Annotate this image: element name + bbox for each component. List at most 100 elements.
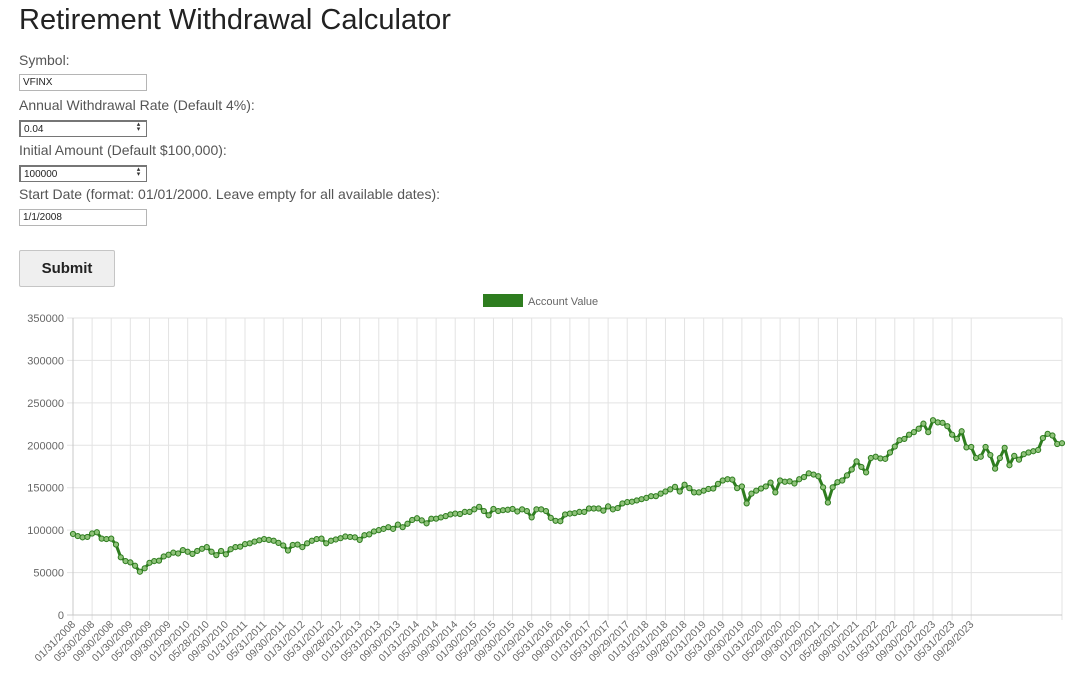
stepper-arrows-icon[interactable]: ▴ ▾ <box>136 166 141 178</box>
data-point[interactable] <box>1035 446 1042 454</box>
data-point[interactable] <box>843 472 851 479</box>
data-point[interactable] <box>791 480 798 487</box>
data-point[interactable] <box>175 550 182 557</box>
data-point[interactable] <box>399 524 406 531</box>
data-point[interactable] <box>208 548 215 555</box>
data-point[interactable] <box>351 534 358 541</box>
data-point[interactable] <box>743 500 750 507</box>
data-point[interactable] <box>222 551 229 558</box>
initial-amount-input[interactable] <box>19 165 147 182</box>
data-point[interactable] <box>284 547 292 554</box>
data-point[interactable] <box>136 568 143 575</box>
data-point[interactable] <box>108 535 115 542</box>
data-point[interactable] <box>1001 444 1008 451</box>
data-point[interactable] <box>418 517 425 524</box>
data-point[interactable] <box>366 531 373 538</box>
data-point[interactable] <box>523 507 530 515</box>
data-point[interactable] <box>863 469 870 476</box>
stepper-arrows-icon[interactable]: ▴ ▾ <box>136 121 141 133</box>
data-point[interactable] <box>84 533 91 541</box>
data-point[interactable] <box>681 481 688 488</box>
data-point[interactable] <box>471 506 478 513</box>
data-point[interactable] <box>901 435 908 443</box>
data-point[interactable] <box>652 493 659 500</box>
data-point[interactable] <box>815 473 822 480</box>
data-point[interactable] <box>423 520 430 527</box>
data-point[interactable] <box>829 484 836 491</box>
data-point[interactable] <box>218 547 225 555</box>
data-point[interactable] <box>542 507 550 515</box>
data-point[interactable] <box>547 514 554 521</box>
data-point[interactable] <box>93 529 100 536</box>
data-point[interactable] <box>710 485 717 492</box>
data-point[interactable] <box>299 544 306 551</box>
data-point[interactable] <box>886 449 894 456</box>
data-point[interactable] <box>977 453 984 460</box>
data-point[interactable] <box>127 559 134 566</box>
data-point[interactable] <box>772 489 779 496</box>
data-point[interactable] <box>858 463 865 471</box>
data-point[interactable] <box>920 420 927 427</box>
data-point[interactable] <box>1006 462 1013 469</box>
data-point[interactable] <box>117 554 124 561</box>
data-point[interactable] <box>800 474 808 481</box>
data-point[interactable] <box>1015 456 1023 463</box>
data-point[interactable] <box>729 476 736 483</box>
data-point[interactable] <box>237 543 244 550</box>
data-point[interactable] <box>132 562 139 569</box>
data-point[interactable] <box>992 465 999 472</box>
data-point[interactable] <box>848 466 855 473</box>
data-point[interactable] <box>925 429 932 436</box>
withdrawal-rate-input[interactable] <box>19 120 147 137</box>
data-point[interactable] <box>390 525 397 532</box>
data-point[interactable] <box>996 454 1003 462</box>
data-point[interactable] <box>280 542 287 549</box>
data-point[interactable] <box>944 423 951 430</box>
data-point[interactable] <box>676 488 683 495</box>
data-point[interactable] <box>968 443 975 451</box>
data-point[interactable] <box>557 518 564 525</box>
data-point[interactable] <box>1039 434 1046 442</box>
data-point[interactable] <box>839 477 846 484</box>
data-point[interactable] <box>112 541 120 548</box>
data-point[interactable] <box>738 483 745 490</box>
data-point[interactable] <box>762 483 769 490</box>
data-point[interactable] <box>767 479 774 486</box>
data-point[interactable] <box>509 505 516 513</box>
data-point[interactable] <box>600 507 607 514</box>
submit-button[interactable]: Submit <box>19 250 115 287</box>
data-point[interactable] <box>1011 452 1018 459</box>
data-point[interactable] <box>213 552 220 559</box>
data-point[interactable] <box>304 540 311 547</box>
data-point[interactable] <box>671 483 679 490</box>
data-point[interactable] <box>714 480 722 487</box>
data-point[interactable] <box>949 431 956 438</box>
data-point[interactable] <box>614 504 621 512</box>
data-point[interactable] <box>189 550 196 558</box>
data-point[interactable] <box>982 443 989 451</box>
data-point[interactable] <box>275 539 282 546</box>
data-point[interactable] <box>394 521 401 528</box>
data-point[interactable] <box>1049 432 1056 439</box>
data-point[interactable] <box>748 490 755 497</box>
start-date-input[interactable] <box>19 209 147 226</box>
data-point[interactable] <box>466 508 473 515</box>
symbol-input[interactable] <box>19 74 147 91</box>
data-point[interactable] <box>155 557 163 564</box>
data-point[interactable] <box>356 536 363 544</box>
data-point[interactable] <box>480 507 487 515</box>
data-point[interactable] <box>404 520 411 527</box>
data-point[interactable] <box>294 541 301 548</box>
data-point[interactable] <box>915 425 922 432</box>
data-point[interactable] <box>906 431 913 438</box>
data-point[interactable] <box>939 419 946 426</box>
data-point[interactable] <box>605 503 612 510</box>
data-point[interactable] <box>485 512 492 519</box>
data-point[interactable] <box>581 508 588 515</box>
data-point[interactable] <box>882 455 889 462</box>
data-point[interactable] <box>203 544 210 551</box>
data-point[interactable] <box>686 485 693 492</box>
data-point[interactable] <box>528 514 535 521</box>
data-point[interactable] <box>987 451 994 459</box>
data-point[interactable] <box>476 503 483 510</box>
